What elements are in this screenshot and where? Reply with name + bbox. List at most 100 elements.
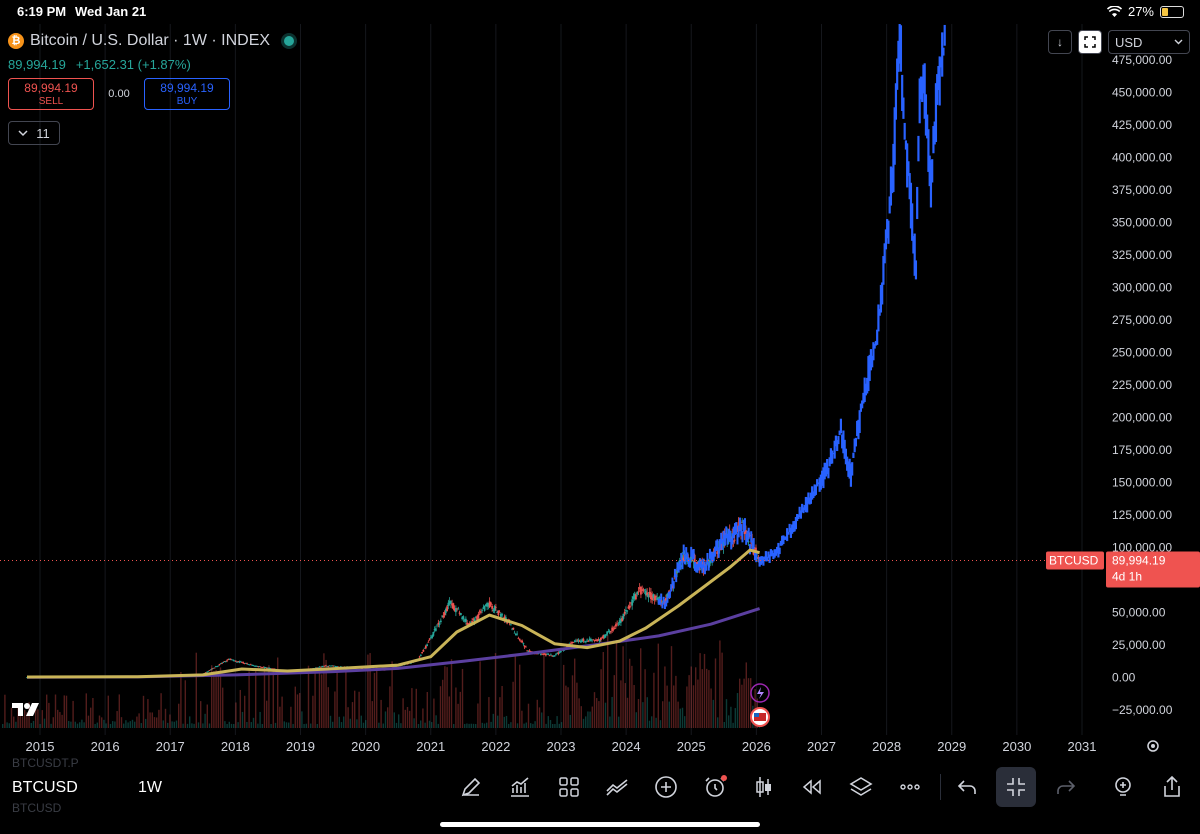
volume-bar — [299, 692, 301, 728]
volume-bar — [640, 648, 642, 728]
volume-bar — [615, 640, 618, 728]
price-chart[interactable]: 475,000.00 450,000.00 425,000.00 400,000.00… — [0, 0, 1200, 762]
volume-bar — [413, 718, 415, 728]
symbol-header[interactable]: ₿ Bitcoin / U.S. Dollar · 1W · INDEX — [8, 32, 295, 50]
candle-body — [652, 594, 655, 599]
layouts-button[interactable] — [554, 772, 584, 802]
volume-bar — [637, 699, 640, 728]
volume-bar — [530, 723, 532, 728]
volume-bar — [400, 723, 402, 728]
candle-body — [434, 628, 437, 631]
candle-body — [231, 659, 233, 661]
currency-select[interactable]: USD — [1108, 30, 1190, 54]
price-axis-label: 425,000.00 — [1112, 118, 1172, 132]
candle-body — [590, 638, 592, 642]
candle-body — [472, 618, 475, 620]
indicators-toggle-button[interactable]: 11 — [8, 121, 60, 145]
volume-bar — [662, 701, 664, 728]
candle-body — [608, 630, 611, 633]
candle-body — [617, 623, 620, 625]
collapse-button[interactable] — [996, 767, 1036, 807]
volume-bar — [30, 722, 32, 728]
frame-icon — [1084, 36, 1096, 48]
chart-type-button[interactable] — [749, 772, 779, 802]
alerts-button[interactable] — [700, 772, 730, 802]
chevron-down-icon — [1174, 39, 1183, 45]
volume-bar — [657, 643, 659, 728]
download-button[interactable]: ↓ — [1048, 30, 1072, 54]
price-axis-label: 400,000.00 — [1112, 151, 1172, 165]
candle-body — [543, 653, 546, 655]
volume-bar — [257, 723, 259, 728]
candle-body — [227, 659, 230, 660]
volume-bar — [402, 698, 404, 728]
volume-bar — [681, 707, 684, 728]
candle-body — [646, 592, 649, 596]
candle-body — [251, 664, 253, 666]
share-button[interactable] — [1157, 772, 1187, 802]
add-button[interactable] — [651, 772, 681, 802]
battery-percent: 27% — [1127, 4, 1154, 19]
candle-body — [422, 649, 425, 652]
volume-bar — [98, 715, 101, 728]
candle-body — [262, 666, 265, 668]
candle-body — [554, 654, 557, 656]
candle-body — [241, 662, 243, 664]
volume-bar — [162, 720, 164, 728]
timeframe-selector[interactable]: 1W — [138, 779, 162, 796]
candle-body — [494, 606, 497, 608]
volume-bar — [235, 702, 237, 728]
ideas-button[interactable] — [1108, 772, 1138, 802]
draw-tool-button[interactable] — [456, 772, 486, 802]
candle-body — [513, 632, 516, 634]
volume-bar — [598, 701, 600, 728]
volume-bar — [107, 695, 109, 728]
candle-body — [620, 618, 622, 623]
volume-bar — [250, 722, 252, 728]
candle-body — [496, 612, 499, 613]
volume-bar — [622, 646, 624, 728]
fullscreen-button[interactable] — [1078, 30, 1102, 54]
us-flag-event-icon — [754, 713, 759, 717]
volume-bar — [609, 716, 611, 728]
volume-bar — [655, 717, 657, 728]
candle-body — [239, 661, 242, 663]
volume-bar — [215, 670, 217, 728]
rewind-icon — [802, 779, 821, 795]
volume-bar — [380, 699, 382, 728]
volume-bar — [272, 668, 274, 728]
volume-bar — [651, 716, 653, 728]
candle-body — [469, 622, 472, 623]
volume-bar — [50, 723, 52, 728]
volume-bar — [732, 722, 734, 728]
time-axis-label: 2015 — [26, 739, 55, 754]
chart-top-tools: ↓ USD — [1048, 30, 1190, 54]
candle-body — [267, 667, 270, 669]
price-summary: 89,994.19 +1,652.31 (+1.87%) — [8, 57, 191, 72]
candle-body — [482, 607, 485, 609]
buy-button[interactable]: 89,994.19 BUY — [144, 78, 230, 110]
more-button[interactable] — [895, 772, 925, 802]
volume-bar — [580, 706, 582, 728]
candle-body — [326, 665, 328, 667]
sell-button[interactable]: 89,994.19 SELL — [8, 78, 94, 110]
volume-bar — [743, 678, 745, 728]
replay-button[interactable] — [797, 772, 827, 802]
compare-button[interactable] — [602, 772, 632, 802]
undo-button[interactable] — [952, 772, 982, 802]
symbol-selector[interactable]: BTCUSD — [12, 779, 78, 796]
volume-bar — [283, 721, 285, 728]
volume-bar — [202, 723, 204, 728]
volume-bar — [428, 720, 431, 728]
volume-bar — [745, 662, 747, 728]
candle-body — [576, 640, 579, 642]
indicators-button[interactable] — [505, 772, 535, 802]
volume-bar — [312, 695, 314, 728]
candle-body — [577, 639, 580, 643]
spread-value: 0.00 — [108, 88, 130, 100]
axis-settings-gear-icon — [1147, 740, 1159, 752]
object-tree-button[interactable] — [846, 772, 876, 802]
candle-body — [591, 639, 594, 641]
volume-bar — [618, 716, 620, 728]
redo-button[interactable] — [1051, 772, 1081, 802]
